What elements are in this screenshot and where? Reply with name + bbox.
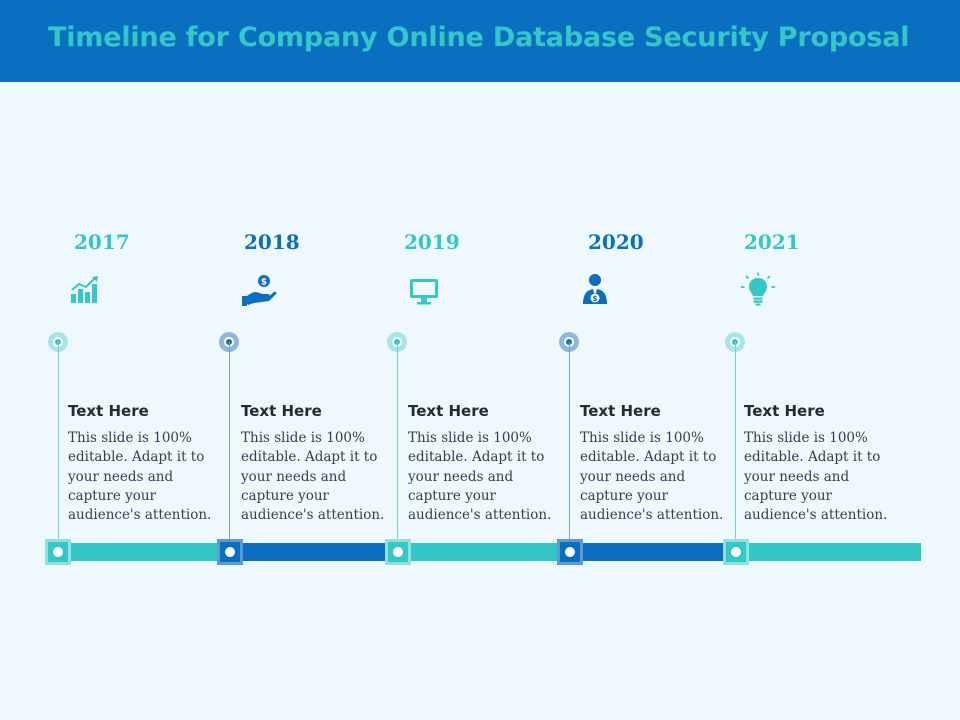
- timeline-bar-segment: [230, 543, 398, 561]
- timeline-node: [45, 539, 71, 565]
- timeline-year: 2019: [404, 230, 460, 254]
- item-heading: Text Here: [241, 402, 322, 420]
- timeline-bar-segment: [570, 543, 736, 561]
- timeline-node: [723, 539, 749, 565]
- lightbulb-icon: [741, 272, 775, 306]
- timeline-year: 2018: [244, 230, 300, 254]
- timeline-year: 2020: [588, 230, 644, 254]
- connector-line: [58, 342, 59, 552]
- item-body: This slide is 100% editable. Adapt it to…: [408, 430, 552, 524]
- page-title: Timeline for Company Online Database Sec…: [48, 22, 910, 53]
- svg-text:$: $: [261, 278, 267, 288]
- timeline-node: [557, 539, 583, 565]
- svg-text:$: $: [592, 294, 597, 303]
- item-heading: Text Here: [744, 402, 825, 420]
- monitor-icon: [410, 279, 438, 305]
- growth-chart-icon: [71, 276, 98, 303]
- connector-line: [397, 342, 398, 552]
- connector-line: [569, 342, 570, 552]
- hand-with-coin-icon: $: [242, 275, 277, 306]
- item-body: This slide is 100% editable. Adapt it to…: [241, 430, 385, 524]
- item-heading: Text Here: [68, 402, 149, 420]
- timeline-year: 2017: [74, 230, 130, 254]
- item-body: This slide is 100% editable. Adapt it to…: [744, 430, 888, 524]
- item-heading: Text Here: [408, 402, 489, 420]
- connector-line: [735, 342, 736, 552]
- connector-line: [229, 342, 230, 552]
- item-body: This slide is 100% editable. Adapt it to…: [68, 430, 212, 524]
- timeline-year: 2021: [744, 230, 800, 254]
- item-body: This slide is 100% editable. Adapt it to…: [580, 430, 724, 524]
- businessman-icon: $: [583, 274, 607, 304]
- timeline-bar-segment: [58, 543, 230, 561]
- timeline-node: [385, 539, 411, 565]
- timeline-bar-segment: [736, 543, 921, 561]
- timeline-bar-segment: [398, 543, 570, 561]
- timeline-node: [217, 539, 243, 565]
- title-banner: Timeline for Company Online Database Sec…: [0, 0, 960, 82]
- item-heading: Text Here: [580, 402, 661, 420]
